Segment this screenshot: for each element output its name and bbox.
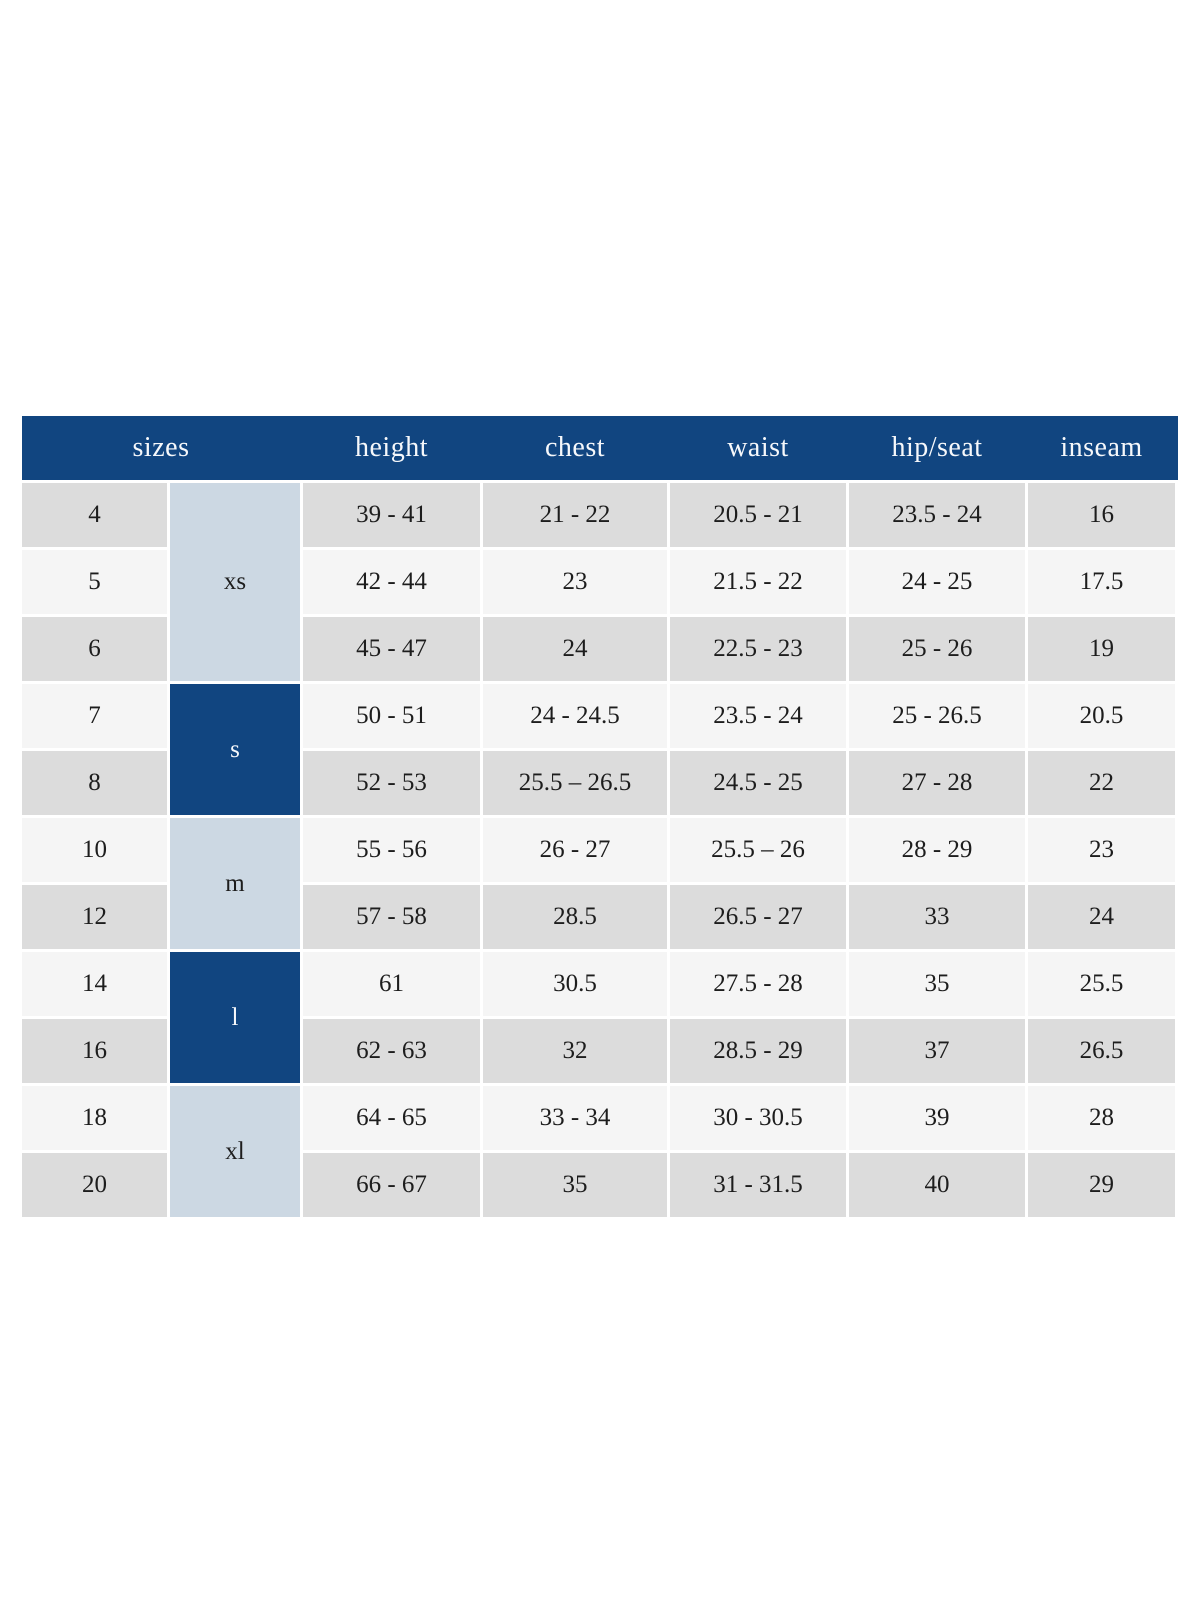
cell-height: 52 - 53 (303, 751, 480, 815)
cell-inseam: 23 (1028, 818, 1175, 882)
cell-waist: 26.5 - 27 (670, 885, 846, 949)
cell-waist: 23.5 - 24 (670, 684, 846, 748)
cell-waist: 31 - 31.5 (670, 1153, 846, 1217)
cell-waist: 30 - 30.5 (670, 1086, 846, 1150)
cell-inseam: 22 (1028, 751, 1175, 815)
cell-chest: 24 (483, 617, 667, 681)
cell-inseam: 16 (1028, 483, 1175, 547)
cell-hip-seat: 28 - 29 (849, 818, 1025, 882)
cell-inseam: 24 (1028, 885, 1175, 949)
cell-size: 14 (22, 952, 167, 1016)
cell-height: 39 - 41 (303, 483, 480, 547)
cell-hip-seat: 24 - 25 (849, 550, 1025, 614)
header-sizes: sizes (132, 432, 190, 463)
cell-hip-seat: 37 (849, 1019, 1025, 1083)
cell-size: 6 (22, 617, 167, 681)
cell-inseam: 29 (1028, 1153, 1175, 1217)
cell-chest: 26 - 27 (483, 818, 667, 882)
cell-inseam: 19 (1028, 617, 1175, 681)
cell-waist: 24.5 - 25 (670, 751, 846, 815)
cell-height: 62 - 63 (303, 1019, 480, 1083)
cell-height: 45 - 47 (303, 617, 480, 681)
cell-chest: 35 (483, 1153, 667, 1217)
group-cell-xs: xs (170, 483, 300, 681)
header-inseam: inseam (1060, 432, 1143, 463)
cell-size: 5 (22, 550, 167, 614)
cell-height: 42 - 44 (303, 550, 480, 614)
group-cell-m: m (170, 818, 300, 949)
cell-hip-seat: 35 (849, 952, 1025, 1016)
cell-hip-seat: 23.5 - 24 (849, 483, 1025, 547)
cell-hip-seat: 40 (849, 1153, 1025, 1217)
cell-hip-seat: 25 - 26 (849, 617, 1025, 681)
cell-hip-seat: 25 - 26.5 (849, 684, 1025, 748)
header-chest: chest (544, 432, 606, 463)
cell-waist: 21.5 - 22 (670, 550, 846, 614)
cell-waist: 27.5 - 28 (670, 952, 846, 1016)
cell-inseam: 26.5 (1028, 1019, 1175, 1083)
cell-inseam: 28 (1028, 1086, 1175, 1150)
cell-size: 12 (22, 885, 167, 949)
size-chart-table: sizes height chest waist hip/seat inseam… (22, 416, 1178, 1217)
cell-inseam: 17.5 (1028, 550, 1175, 614)
cell-chest: 32 (483, 1019, 667, 1083)
cell-height: 57 - 58 (303, 885, 480, 949)
cell-waist: 22.5 - 23 (670, 617, 846, 681)
table-header-row: sizes height chest waist hip/seat inseam (22, 416, 1178, 480)
cell-size: 7 (22, 684, 167, 748)
cell-size: 10 (22, 818, 167, 882)
cell-waist: 20.5 - 21 (670, 483, 846, 547)
cell-size: 8 (22, 751, 167, 815)
group-cell-l: l (170, 952, 300, 1083)
header-height: height (355, 432, 428, 463)
cell-chest: 23 (483, 550, 667, 614)
header-waist: waist (727, 432, 789, 463)
cell-size: 20 (22, 1153, 167, 1217)
cell-height: 64 - 65 (303, 1086, 480, 1150)
cell-chest: 28.5 (483, 885, 667, 949)
cell-height: 55 - 56 (303, 818, 480, 882)
cell-inseam: 20.5 (1028, 684, 1175, 748)
table-body: 4 xs 39 - 41 21 - 22 20.5 - 21 23.5 - 24… (22, 483, 1178, 1217)
group-cell-xl: xl (170, 1086, 300, 1217)
cell-height: 61 (303, 952, 480, 1016)
cell-size: 18 (22, 1086, 167, 1150)
cell-chest: 24 - 24.5 (483, 684, 667, 748)
cell-chest: 33 - 34 (483, 1086, 667, 1150)
cell-height: 50 - 51 (303, 684, 480, 748)
cell-hip-seat: 33 (849, 885, 1025, 949)
cell-inseam: 25.5 (1028, 952, 1175, 1016)
cell-size: 16 (22, 1019, 167, 1083)
cell-hip-seat: 39 (849, 1086, 1025, 1150)
cell-chest: 21 - 22 (483, 483, 667, 547)
cell-chest: 25.5 – 26.5 (483, 751, 667, 815)
header-hip-seat: hip/seat (891, 432, 983, 463)
cell-waist: 25.5 – 26 (670, 818, 846, 882)
cell-chest: 30.5 (483, 952, 667, 1016)
cell-size: 4 (22, 483, 167, 547)
group-cell-s: s (170, 684, 300, 815)
cell-hip-seat: 27 - 28 (849, 751, 1025, 815)
cell-waist: 28.5 - 29 (670, 1019, 846, 1083)
cell-height: 66 - 67 (303, 1153, 480, 1217)
